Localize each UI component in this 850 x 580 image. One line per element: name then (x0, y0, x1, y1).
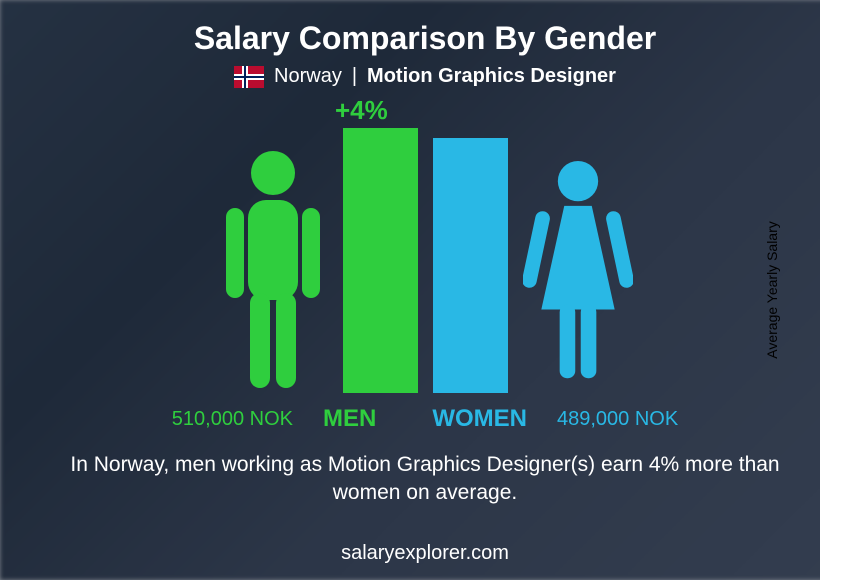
percent-difference: +4% (335, 95, 388, 126)
job-title: Motion Graphics Designer (367, 65, 616, 88)
chart-area: +4% (218, 103, 633, 393)
men-bar-column (343, 128, 418, 393)
page-title: Salary Comparison By Gender (194, 20, 656, 57)
country-label: Norway (274, 65, 342, 88)
men-label: MEN (323, 405, 376, 433)
footer-source: salaryexplorer.com (341, 542, 509, 565)
subtitle: Norway | Motion Graphics Designer (234, 65, 616, 88)
women-label: WOMEN (432, 405, 527, 433)
female-icon (523, 148, 633, 393)
men-salary: 510,000 NOK (172, 408, 293, 431)
labels-row: 510,000 NOK MEN WOMEN 489,000 NOK (172, 405, 678, 433)
norway-flag-icon (234, 66, 264, 88)
women-bar-column (433, 138, 508, 393)
men-bar (343, 128, 418, 393)
content-wrapper: Salary Comparison By Gender Norway | Mot… (0, 0, 850, 580)
women-salary: 489,000 NOK (557, 408, 678, 431)
male-icon (218, 148, 328, 393)
separator: | (352, 65, 357, 88)
women-bar (433, 138, 508, 393)
description-text: In Norway, men working as Motion Graphic… (55, 451, 795, 508)
